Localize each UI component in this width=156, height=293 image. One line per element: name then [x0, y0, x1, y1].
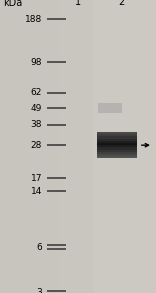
- Bar: [97, 149, 137, 152]
- Text: kDa: kDa: [3, 0, 22, 8]
- Bar: [97, 139, 137, 141]
- Text: 188: 188: [25, 15, 42, 24]
- Text: 1: 1: [75, 0, 81, 7]
- Text: 17: 17: [31, 174, 42, 183]
- Text: 2: 2: [119, 0, 125, 7]
- Text: 62: 62: [31, 88, 42, 97]
- Bar: [97, 145, 137, 147]
- Text: 28: 28: [31, 141, 42, 150]
- Text: 14: 14: [31, 187, 42, 195]
- Bar: [97, 156, 137, 158]
- Text: 3: 3: [36, 289, 42, 293]
- Bar: [97, 143, 137, 145]
- Bar: [97, 154, 137, 156]
- Text: 38: 38: [31, 120, 42, 130]
- Bar: [98, 103, 122, 113]
- Bar: [59, 0, 94, 293]
- Bar: [97, 134, 137, 136]
- Bar: [97, 152, 137, 154]
- Text: 6: 6: [36, 243, 42, 252]
- Text: 49: 49: [31, 104, 42, 113]
- Bar: [59, 0, 156, 293]
- Bar: [97, 141, 137, 143]
- Bar: [97, 136, 137, 139]
- Text: 98: 98: [31, 58, 42, 67]
- Bar: [97, 132, 137, 134]
- Bar: [97, 147, 137, 149]
